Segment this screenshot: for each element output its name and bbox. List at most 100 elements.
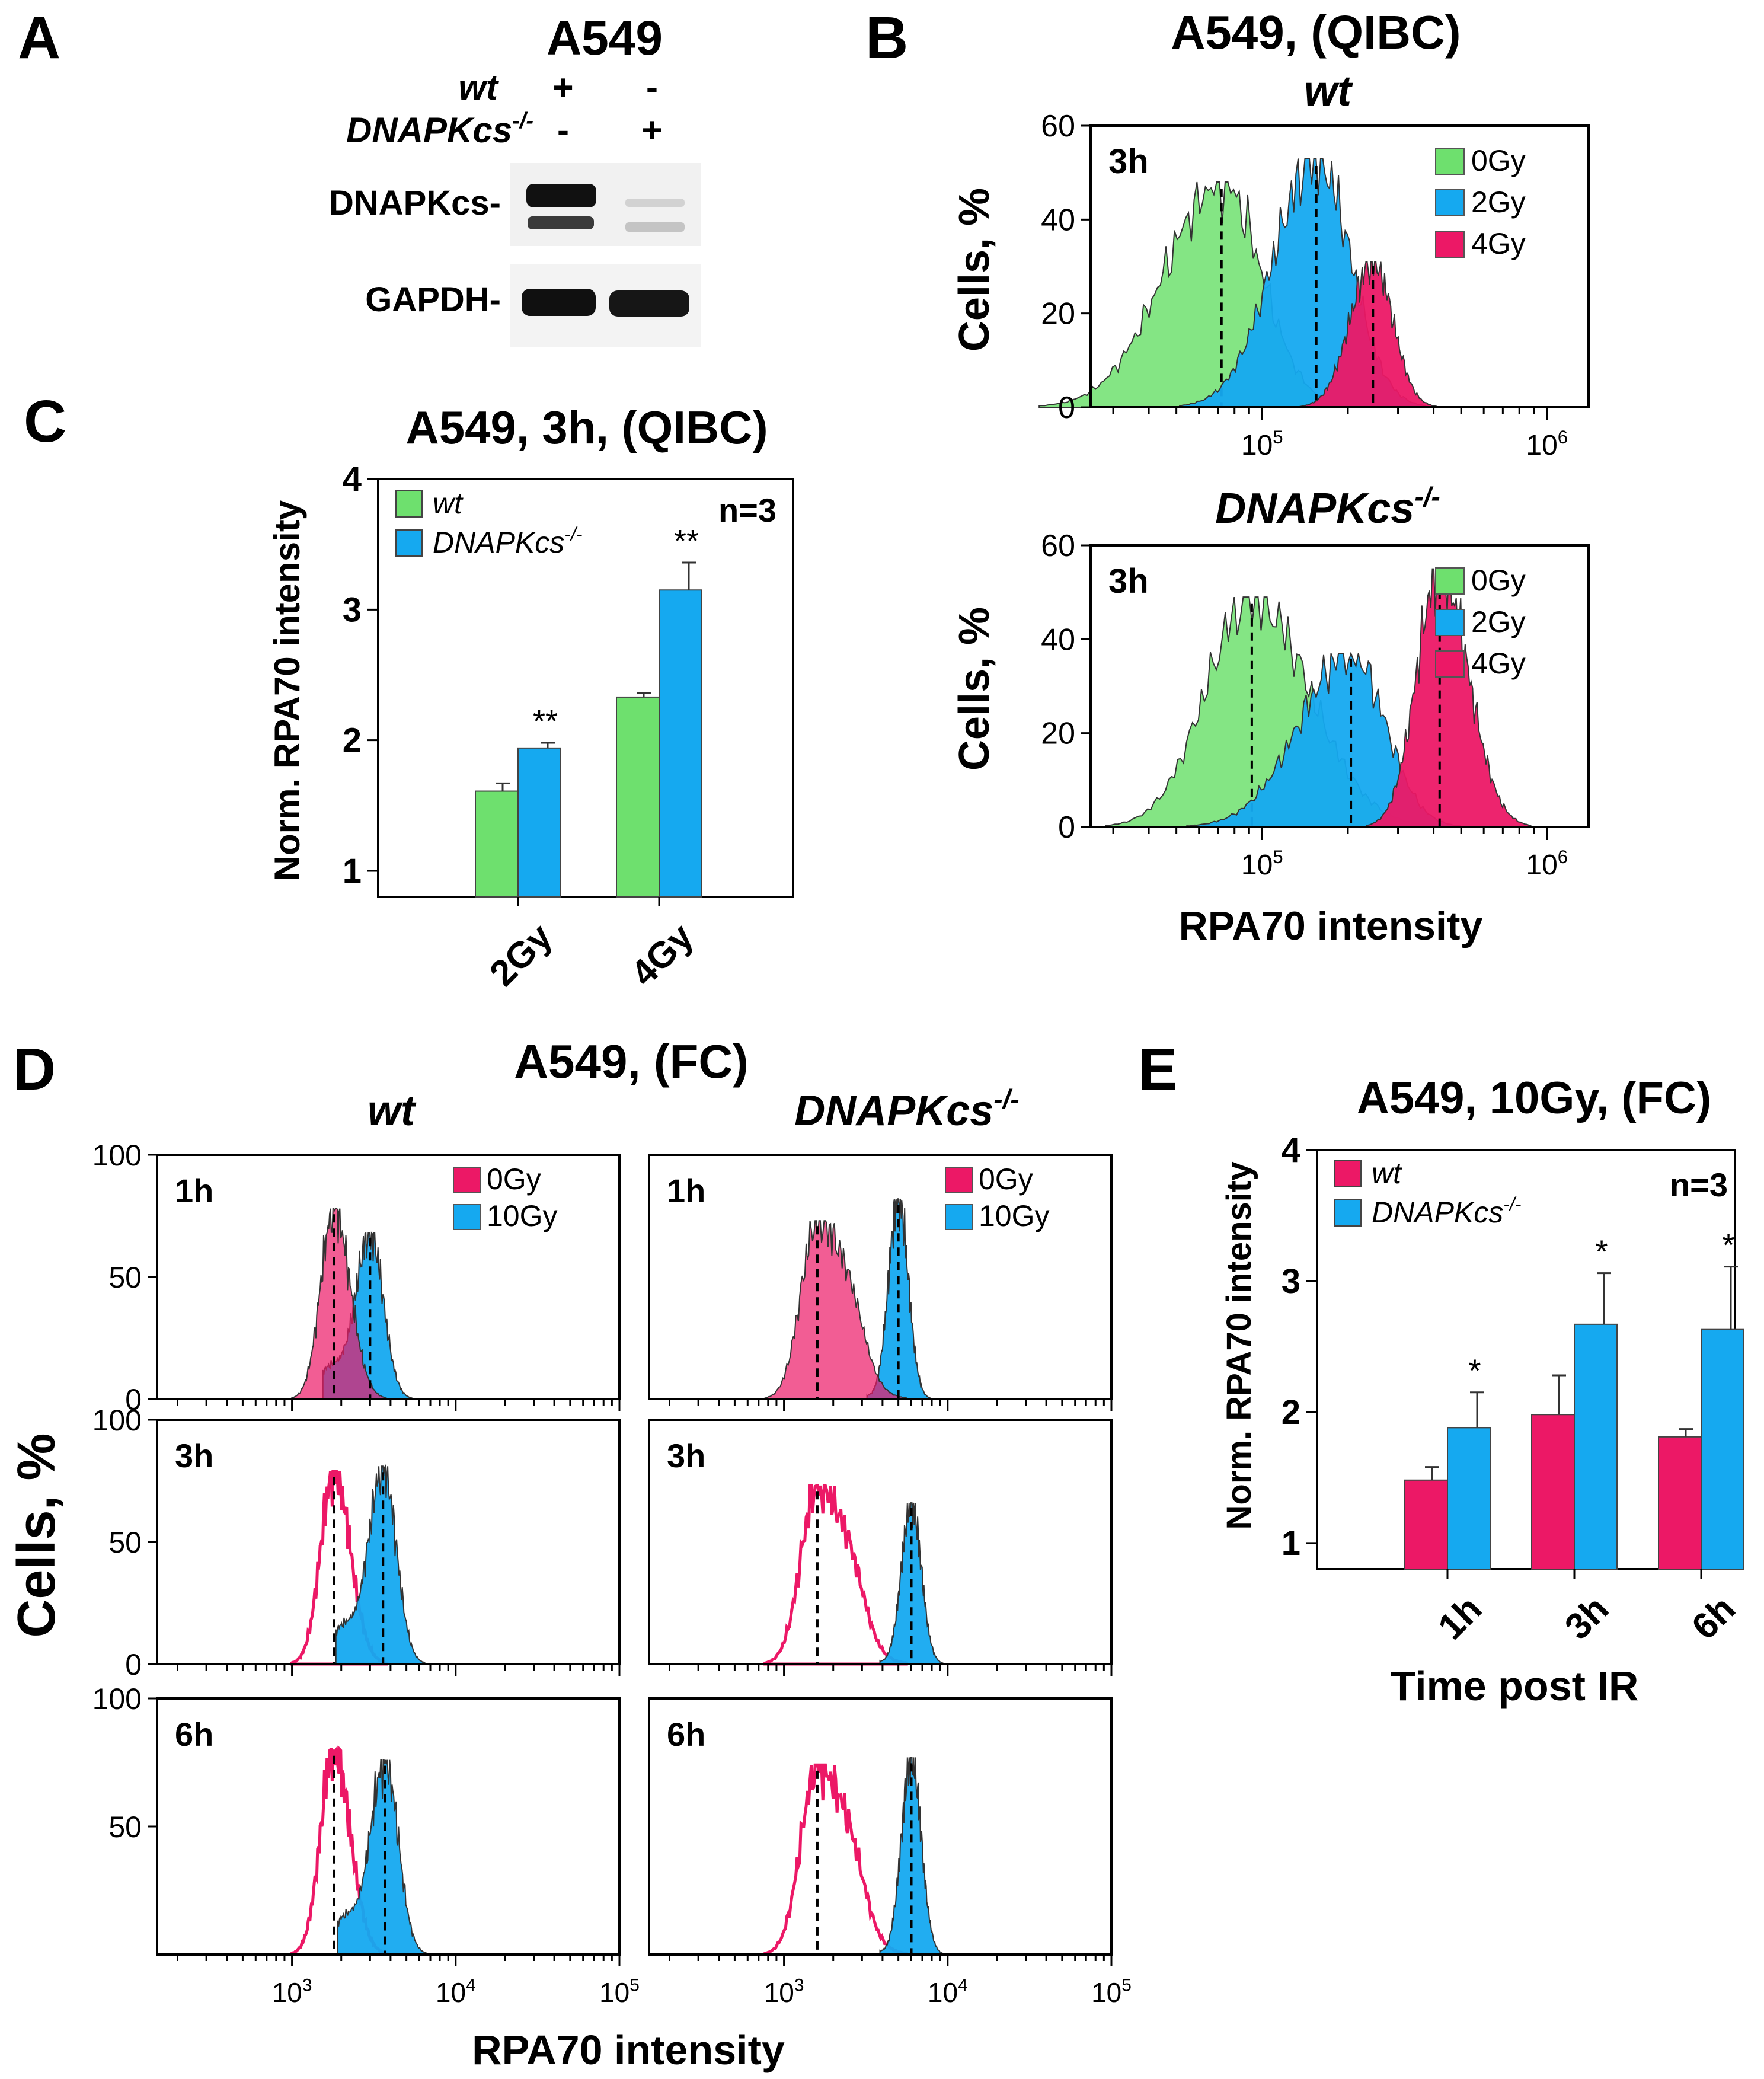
panel-d-wt-header: wt bbox=[368, 1087, 417, 1135]
x-tick-label: 103 bbox=[764, 1976, 804, 2008]
plot-frame bbox=[377, 478, 794, 898]
bar-dnapkcs--3h bbox=[1574, 1323, 1618, 1570]
bar-dnapkcs--4gy bbox=[659, 589, 702, 898]
y-tick-label: 60 bbox=[1041, 529, 1075, 563]
y-tick-label: 0 bbox=[125, 1648, 142, 1681]
ko-row-label-sup: -/- bbox=[512, 108, 533, 133]
legend-label-2gy: 2Gy bbox=[1471, 186, 1526, 219]
legend-swatch-4gy bbox=[1435, 231, 1465, 258]
panel-e-ylabel: Norm. RPA70 intensity bbox=[1220, 1162, 1258, 1530]
panel-c-ylabel: Norm. RPA70 intensity bbox=[267, 500, 307, 881]
panel-e-n-label: n=3 bbox=[1670, 1166, 1728, 1203]
y-tick-label: 40 bbox=[1041, 622, 1075, 657]
histogram-0gy bbox=[763, 1763, 908, 1956]
panel-e: E A549, 10Gy, (FC) Norm. RPA70 intensity… bbox=[1138, 1036, 1744, 1709]
y-tick-label: 0 bbox=[1058, 810, 1075, 845]
qibc-histogram-wt: 0 20 40 60 105 106 3h 0Gy 2Gy 4Gy bbox=[1038, 109, 1590, 461]
panel-b-letter: B bbox=[865, 5, 908, 71]
fc-histogram-ko-3h: 3h bbox=[648, 1419, 1113, 1676]
y-tick-label: 1 bbox=[1282, 1524, 1300, 1563]
time-label: 6h bbox=[667, 1716, 705, 1753]
ko-row-label-name: DNAPKcs bbox=[346, 110, 512, 150]
legend-swatch-0gy bbox=[1435, 148, 1465, 175]
histogram-4gy bbox=[1299, 261, 1437, 408]
plot-frame-top bbox=[1089, 544, 1590, 828]
qibc-histogram-dnapkcs-ko: 0 20 40 60 105 106 3h 0Gy 2Gy 4Gy bbox=[1041, 529, 1590, 881]
panel-a-title: A549 bbox=[547, 11, 663, 65]
legend-swatch-ko bbox=[395, 529, 423, 557]
legend-label-wt: wt bbox=[433, 487, 464, 520]
ko-row-value-1: - bbox=[557, 110, 569, 150]
panel-c-letter: C bbox=[24, 388, 66, 455]
legend-label-0gy: 0Gy bbox=[487, 1163, 541, 1196]
significance-label: ** bbox=[674, 523, 699, 559]
y-tick-label: 100 bbox=[92, 1139, 142, 1172]
panel-b-ko-header-name: DNAPKcs bbox=[1215, 485, 1414, 532]
x-tick-label-2gy: 2Gy bbox=[482, 916, 560, 994]
x-tick-label: 105 bbox=[599, 1976, 640, 2008]
wt-row-value-2: - bbox=[646, 68, 658, 107]
panel-b-ko-header-sup: -/- bbox=[1414, 481, 1440, 512]
bar-wt-3h bbox=[1531, 1414, 1575, 1570]
x-tick-label: 106 bbox=[1526, 427, 1568, 461]
panel-b: B A549, (QIBC) wt DNAPKcs-/- Cells, % Ce… bbox=[865, 5, 1590, 949]
x-tick-label: 106 bbox=[1526, 847, 1568, 881]
fc-histogram-wt-6h: 50 100 6h 103 104 105 bbox=[92, 1682, 640, 2008]
bar-wt-1h bbox=[1404, 1479, 1448, 1570]
bar-wt-2gy bbox=[475, 790, 519, 898]
plot-frame bbox=[648, 1697, 1113, 1956]
time-label: 1h bbox=[175, 1172, 213, 1209]
legend-swatch-0gy bbox=[1435, 567, 1465, 595]
panel-d-title: A549, (FC) bbox=[514, 1035, 749, 1088]
panel-d-ko-header-name: DNAPKcs bbox=[794, 1087, 993, 1135]
x-tick-label: 104 bbox=[436, 1976, 476, 2008]
x-tick-label-4gy: 4Gy bbox=[623, 916, 701, 994]
plot-frame bbox=[648, 1419, 1113, 1665]
panel-e-letter: E bbox=[1138, 1036, 1178, 1103]
x-tick-label: 105 bbox=[1241, 847, 1283, 881]
x-tick-label-3h: 3h bbox=[1557, 1588, 1616, 1647]
panel-b-xlabel: RPA70 intensity bbox=[1179, 903, 1483, 949]
y-tick-label: 20 bbox=[1041, 717, 1075, 751]
time-label: 3h bbox=[1108, 562, 1149, 601]
legend-label-10gy: 10Gy bbox=[487, 1199, 558, 1232]
panel-e-xlabel: Time post IR bbox=[1391, 1663, 1639, 1709]
x-tick-label: 105 bbox=[1241, 427, 1283, 461]
panel-b-ko-header: DNAPKcs-/- bbox=[1215, 481, 1440, 532]
y-tick-label: 40 bbox=[1041, 203, 1075, 237]
blot-dnapkcs-label: DNAPKcs- bbox=[329, 184, 501, 222]
blot-gapdh-label: GAPDH- bbox=[365, 280, 501, 319]
bar-wt-4gy bbox=[616, 696, 660, 898]
ko-row-value-2: + bbox=[641, 110, 662, 150]
panel-e-title: A549, 10Gy, (FC) bbox=[1357, 1073, 1711, 1123]
panel-c: C A549, 3h, (QIBC) Norm. RPA70 intensity… bbox=[24, 388, 794, 994]
panel-d: D A549, (FC) wt DNAPKcs-/- Cells, % RPA7… bbox=[7, 1035, 1132, 2073]
significance-label: * bbox=[1595, 1234, 1608, 1270]
panel-c-n-label: n=3 bbox=[718, 491, 776, 529]
legend-label-ko: DNAPKcs-/- bbox=[433, 523, 582, 559]
time-label: 3h bbox=[667, 1437, 705, 1474]
legend-label-0gy: 0Gy bbox=[1471, 144, 1526, 177]
wt-row-label: wt bbox=[458, 68, 500, 107]
legend-label-2gy: 2Gy bbox=[1471, 605, 1526, 638]
panel-b-ylabel-top: Cells, % bbox=[951, 188, 998, 352]
legend-label-ko: DNAPKcs-/- bbox=[1372, 1193, 1521, 1229]
y-tick-label: 3 bbox=[343, 590, 362, 629]
y-tick-label: 50 bbox=[108, 1810, 142, 1844]
fc-histogram-ko-6h: 6h 103 104 105 bbox=[648, 1697, 1132, 2008]
y-tick-label: 20 bbox=[1041, 297, 1075, 331]
x-tick-label-6h: 6h bbox=[1684, 1588, 1743, 1647]
panel-a: A A549 wt + - DNAPKcs-/- - + DNAPKcs- GA… bbox=[18, 5, 701, 347]
plot-frame-top bbox=[1089, 124, 1590, 408]
legend-swatch-4gy bbox=[1435, 650, 1465, 678]
bar-dnapkcs--6h bbox=[1701, 1328, 1744, 1570]
panel-d-letter: D bbox=[13, 1036, 56, 1103]
y-tick-label: 4 bbox=[1282, 1131, 1300, 1170]
y-tick-label: 0 bbox=[125, 1383, 142, 1416]
